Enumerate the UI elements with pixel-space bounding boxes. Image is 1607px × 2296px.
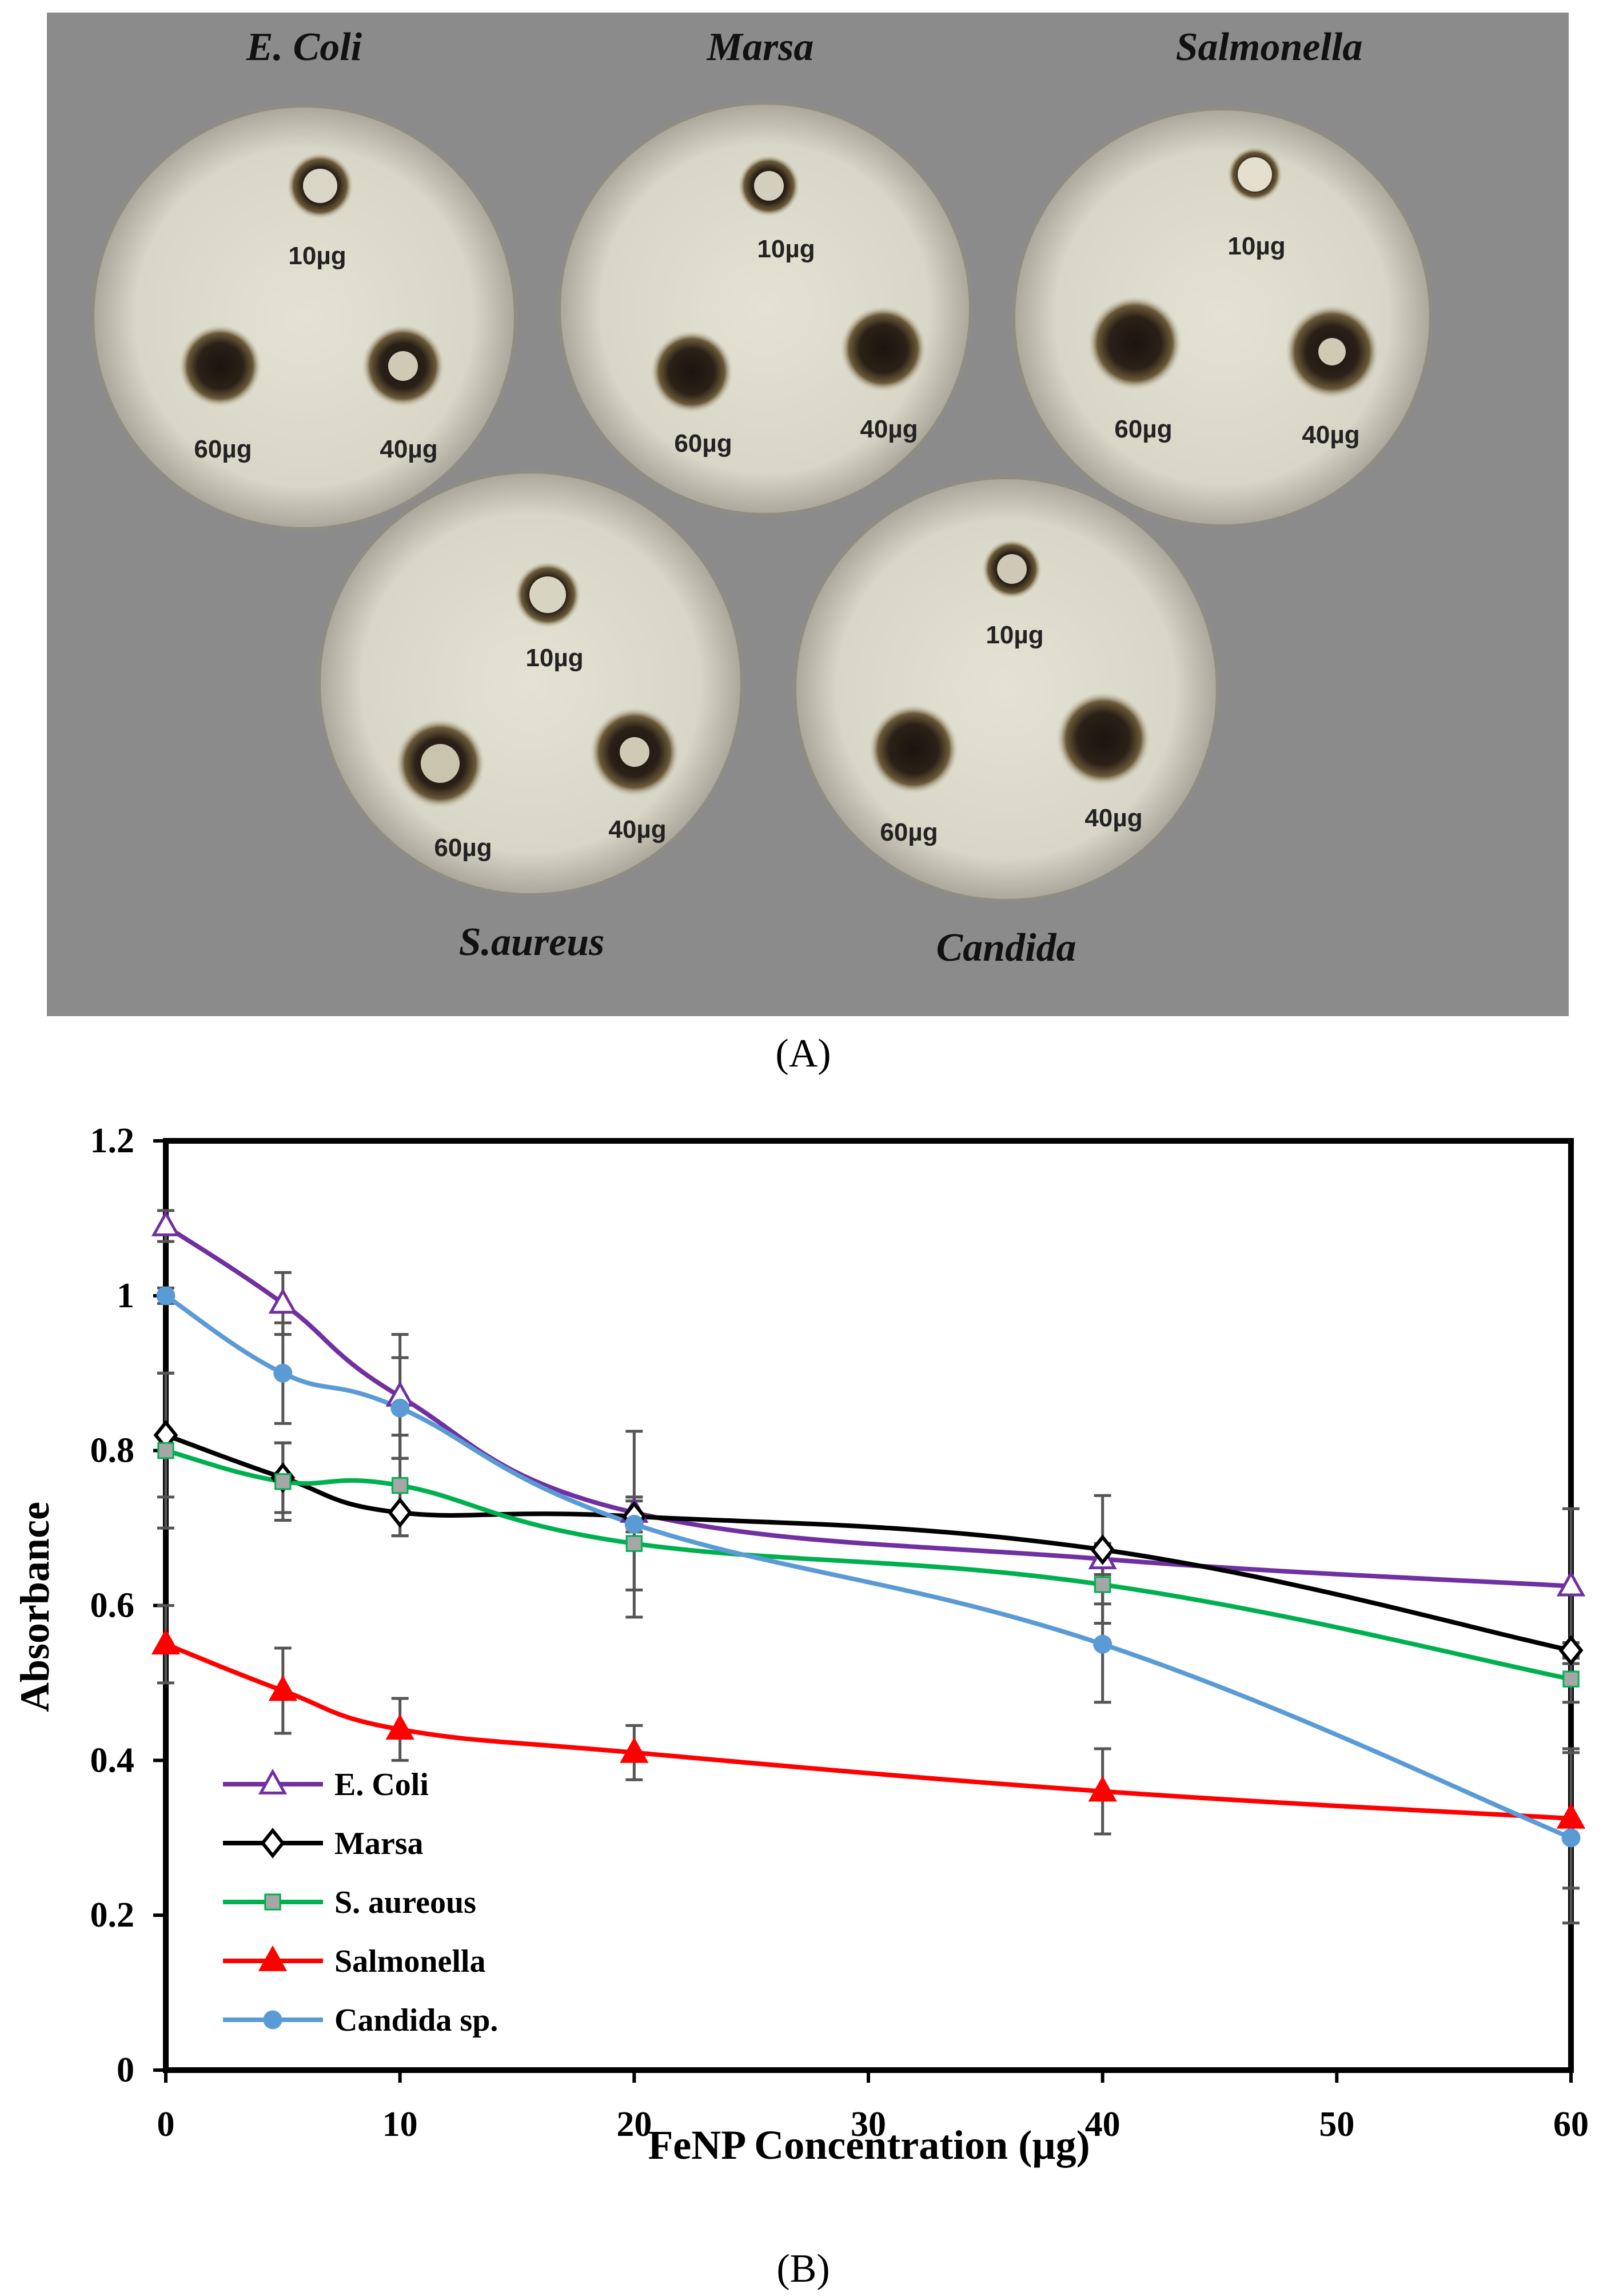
data-point-candida-sp bbox=[1561, 1828, 1581, 1848]
plate-label-e-coli: E. Coli bbox=[246, 25, 362, 69]
data-point-e-coli bbox=[268, 1288, 297, 1314]
x-axis-ticks: 0 10 20 30 40 50 60 bbox=[157, 2070, 1589, 2144]
x-tick-label: 10 bbox=[382, 2105, 418, 2144]
data-point-s-aureous bbox=[274, 1473, 292, 1490]
y-axis-title: Absorbance bbox=[12, 1502, 58, 1712]
well-40ug bbox=[840, 306, 926, 392]
x-tick-label: 60 bbox=[1553, 2105, 1589, 2144]
data-point-candida-sp bbox=[273, 1363, 293, 1383]
data-point-candida-sp bbox=[156, 1286, 176, 1306]
x-tick-label: 0 bbox=[157, 2105, 175, 2144]
data-point-marsa bbox=[1558, 1635, 1584, 1666]
x-tick-label: 40 bbox=[1085, 2105, 1120, 2144]
legend-label-e-coli: E. Coli bbox=[334, 1767, 429, 1802]
well-60ug bbox=[1088, 296, 1182, 390]
y-tick-label: 0.4 bbox=[90, 1741, 135, 1780]
plate-salmonella: Salmonella 10µg 60µg 40µg bbox=[1012, 25, 1433, 528]
plot-frame bbox=[163, 1138, 1574, 2073]
panel-b-letter: (B) bbox=[776, 2247, 830, 2291]
legend-label-s-aureous: S. aureous bbox=[334, 1885, 476, 1920]
data-point-salmonella bbox=[1088, 1776, 1117, 1802]
legend-marker-candida-sp bbox=[263, 2010, 282, 2030]
dose-label-10: 10µg bbox=[757, 235, 815, 263]
well-60ug bbox=[869, 705, 958, 794]
dose-label-10: 10µg bbox=[986, 621, 1043, 649]
dose-label-10: 10µg bbox=[1227, 232, 1285, 260]
dose-label-40: 40µg bbox=[1084, 804, 1142, 832]
y-axis-ticks: 0 0.2 0.4 0.6 0.8 1 1.2 bbox=[90, 1121, 166, 2090]
legend-label-candida-sp: Candida sp. bbox=[334, 2003, 498, 2038]
data-point-salmonella bbox=[268, 1675, 297, 1701]
dose-label-40: 40µg bbox=[608, 815, 666, 843]
plate-marsa: Marsa 10µg 60µg 40µg bbox=[557, 25, 972, 516]
legend-marker-salmonella bbox=[258, 1945, 288, 1971]
data-point-s-aureous bbox=[1562, 1670, 1580, 1688]
absorbance-chart: 0 0.2 0.4 0.6 0.8 1 1.2 0 10 20 30 40 50 60 E. Coli M… bbox=[12, 1121, 1589, 2168]
data-point-marsa bbox=[388, 1497, 413, 1528]
dose-label-10: 10µg bbox=[525, 644, 583, 672]
dose-label-60: 60µg bbox=[434, 834, 492, 862]
legend: E. Coli Marsa S. aureous Salmonella Candida … bbox=[223, 1767, 498, 2038]
plate-candida: Candida 10µg 60µg 40µg bbox=[793, 476, 1219, 970]
legend-label-salmonella: Salmonella bbox=[334, 1944, 485, 1979]
data-point-s-aureous bbox=[157, 1442, 174, 1459]
y-tick-label: 0 bbox=[117, 2051, 134, 2090]
legend-marker-marsa bbox=[260, 1828, 285, 1859]
plate-label-s-aureus: S.aureus bbox=[459, 920, 605, 964]
data-point-s-aureous bbox=[625, 1535, 643, 1552]
data-point-salmonella bbox=[1556, 1802, 1586, 1829]
y-tick-label: 1 bbox=[117, 1276, 134, 1315]
y-tick-label: 0.8 bbox=[90, 1431, 135, 1470]
dose-label-40: 40µg bbox=[380, 435, 437, 463]
legend-marker-s-aureous bbox=[264, 1893, 281, 1911]
series-line-salmonella bbox=[165, 1642, 1572, 1821]
data-point-s-aureous bbox=[391, 1477, 409, 1494]
data-point-s-aureous bbox=[1094, 1576, 1111, 1593]
data-point-candida-sp bbox=[624, 1514, 644, 1534]
series-line-candida-sp bbox=[164, 1294, 1572, 1840]
plate-label-salmonella: Salmonella bbox=[1176, 25, 1363, 69]
data-point-e-coli bbox=[1556, 1570, 1586, 1597]
dose-label-60: 60µg bbox=[880, 818, 938, 846]
y-tick-label: 0.6 bbox=[90, 1586, 135, 1625]
data-point-marsa bbox=[1090, 1534, 1115, 1565]
y-tick-label: 1.2 bbox=[90, 1121, 135, 1160]
x-tick-label: 20 bbox=[616, 2105, 652, 2144]
data-point-salmonella bbox=[151, 1629, 181, 1655]
plate-s-aureus: S.aureus 10µg 60µg 40µg bbox=[317, 470, 744, 964]
series-line-s-aureous bbox=[165, 1448, 1572, 1682]
x-tick-label: 50 bbox=[1319, 2105, 1354, 2144]
y-tick-label: 0.2 bbox=[90, 1896, 135, 1935]
plate-label-marsa: Marsa bbox=[707, 25, 814, 69]
legend-marker-e-coli bbox=[258, 1768, 288, 1794]
data-point-salmonella bbox=[385, 1714, 414, 1740]
dose-label-40: 40µg bbox=[1302, 421, 1359, 449]
data-point-e-coli bbox=[151, 1210, 181, 1236]
plate-label-candida: Candida bbox=[936, 926, 1076, 970]
dose-label-40: 40µg bbox=[860, 415, 918, 443]
well-40ug bbox=[1056, 692, 1150, 786]
panel-a-photo: E. Coli 10µg 60µg 40µg Marsa 10µg 60µg 4… bbox=[47, 13, 1569, 1016]
dose-label-60: 60µg bbox=[1114, 415, 1172, 443]
dose-label-60: 60µg bbox=[194, 435, 252, 463]
dose-label-10: 10µg bbox=[288, 242, 346, 270]
plate-e-coli: E. Coli 10µg 60µg 40µg bbox=[91, 25, 517, 531]
well-60ug bbox=[179, 325, 261, 407]
legend-label-marsa: Marsa bbox=[334, 1826, 424, 1861]
data-point-candida-sp bbox=[390, 1398, 410, 1418]
data-point-candida-sp bbox=[1093, 1634, 1112, 1654]
panel-a-letter: (A) bbox=[775, 1032, 831, 1076]
x-tick-label: 30 bbox=[851, 2105, 886, 2144]
well-60ug bbox=[651, 331, 733, 413]
series-markers bbox=[151, 1210, 1586, 1848]
dose-label-60: 60µg bbox=[674, 429, 732, 457]
data-point-salmonella bbox=[620, 1737, 649, 1763]
x-axis-title: FeNP Concentration (µg) bbox=[648, 2122, 1090, 2168]
